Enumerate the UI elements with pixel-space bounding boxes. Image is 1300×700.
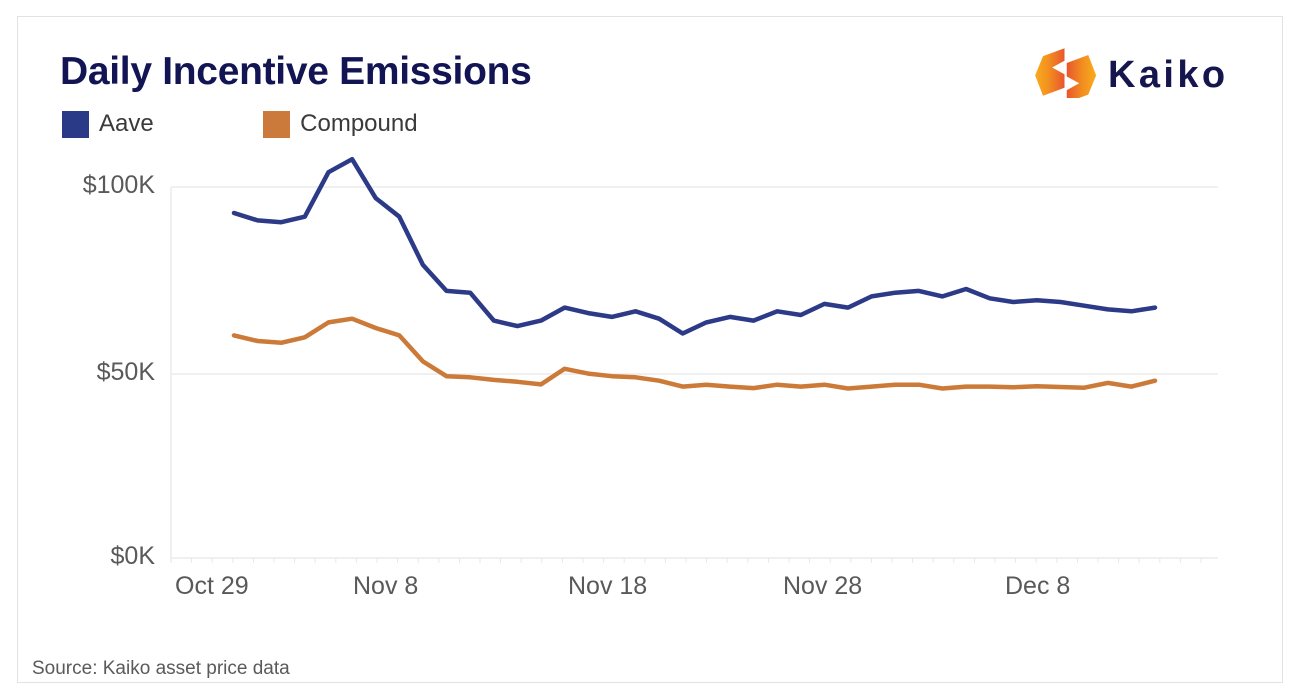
svg-text:$50K: $50K [97, 358, 156, 386]
svg-text:$0K: $0K [111, 542, 156, 570]
svg-text:Oct 29: Oct 29 [175, 572, 249, 600]
svg-text:Nov 8: Nov 8 [353, 572, 418, 600]
svg-text:Dec 8: Dec 8 [1005, 572, 1070, 600]
svg-text:Nov 18: Nov 18 [568, 572, 647, 600]
svg-text:Nov 28: Nov 28 [783, 572, 862, 600]
svg-text:$100K: $100K [83, 171, 156, 199]
